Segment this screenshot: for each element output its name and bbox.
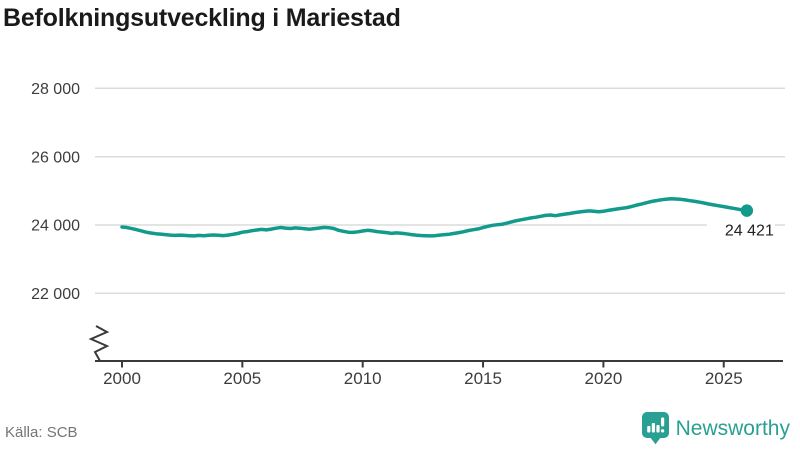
y-axis-label-22000: 22 000: [31, 286, 80, 303]
newsworthy-logo[interactable]: Newsworthy: [641, 412, 790, 445]
y-axis-label-26000: 26 000: [31, 150, 80, 167]
x-axis-label-2000: 2000: [103, 369, 141, 388]
line-chart: 28 000 26 000 24 000 22 000 2000 2005 20…: [31, 81, 785, 388]
axis-break-icon: [88, 325, 110, 362]
source-note: Källa: SCB: [5, 424, 78, 441]
bar-chart-glyph: [646, 417, 664, 433]
population-line-series: [120, 197, 749, 238]
x-axis-ticks: [121, 361, 725, 368]
x-axis-label-2010: 2010: [344, 369, 382, 388]
page-title: Befolkningsutveckling i Mariestad: [3, 4, 401, 32]
newsworthy-speech-bubble-icon: [641, 412, 669, 445]
x-axis-label-2015: 2015: [464, 369, 502, 388]
latest-value-marker: [740, 204, 754, 217]
newsworthy-wordmark: Newsworthy: [675, 416, 790, 440]
x-axis-label-2005: 2005: [223, 369, 261, 388]
x-axis-label-2025: 2025: [705, 369, 743, 388]
x-axis-label-2020: 2020: [584, 369, 622, 388]
y-axis-label-28000: 28 000: [31, 81, 80, 98]
y-axis-label-24000: 24 000: [31, 218, 80, 235]
latest-value-label: 24 421: [725, 223, 774, 240]
latest-value-label-background: [706, 220, 775, 239]
